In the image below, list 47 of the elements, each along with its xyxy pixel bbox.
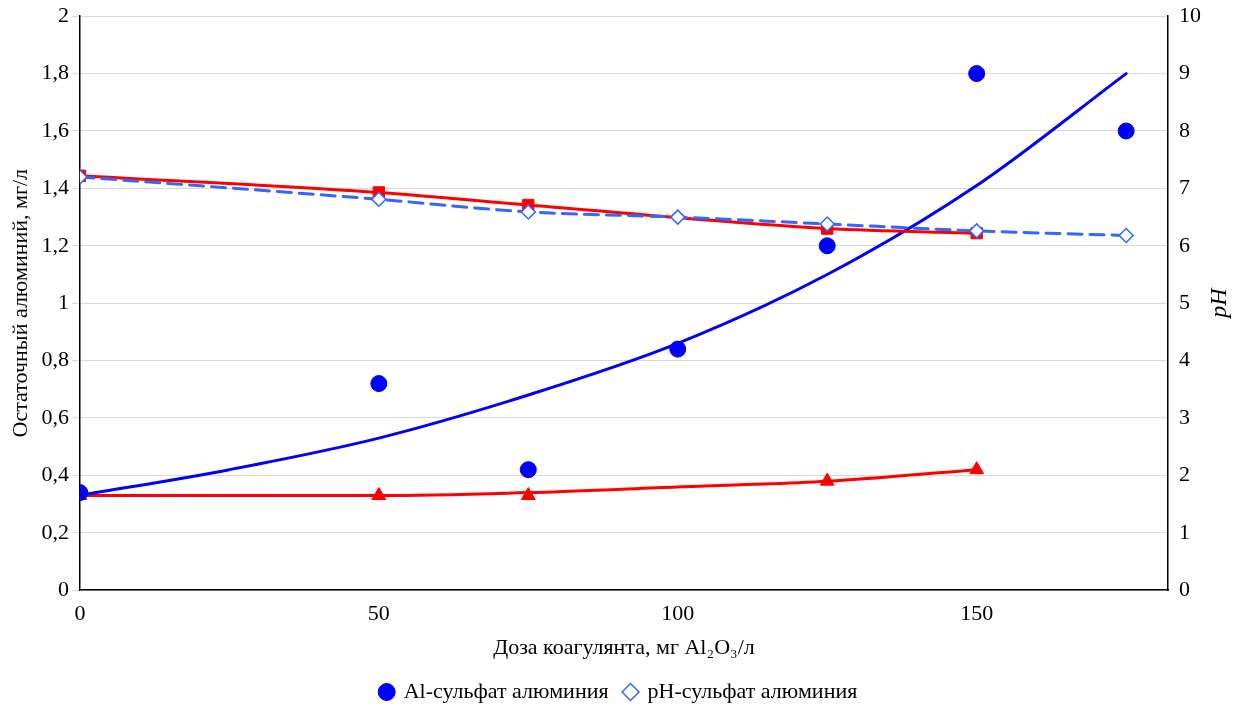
y2-tick-label: 2 [1179, 461, 1190, 487]
point [819, 216, 835, 232]
point [669, 340, 687, 358]
point [1118, 227, 1134, 244]
point [520, 486, 536, 500]
y2-tick-label: 0 [1179, 575, 1190, 601]
point [670, 209, 686, 225]
point [969, 461, 985, 475]
point [1117, 122, 1135, 140]
x-tick-label: 0 [74, 600, 86, 626]
x-tick-label: 150 [960, 600, 994, 626]
y-tick-label: 1,2 [41, 231, 69, 257]
point [370, 375, 388, 393]
y2-tick-label: 3 [1179, 403, 1190, 429]
point [968, 65, 986, 83]
x-tick-label: 50 [367, 600, 390, 626]
y2-tick-label: 9 [1179, 59, 1190, 85]
y2-tick-label: 1 [1179, 518, 1190, 544]
y-tick-label: 1,8 [41, 59, 69, 85]
point [968, 223, 985, 239]
y-tick-label: 1,4 [41, 174, 69, 200]
point [818, 237, 836, 255]
y-tick-label: 0,4 [41, 461, 69, 487]
point [819, 472, 835, 486]
y2-tick-label: 8 [1179, 116, 1190, 142]
y2-tick-label: 10 [1179, 1, 1201, 27]
point [519, 461, 537, 479]
y2-tick-label: 7 [1179, 174, 1190, 200]
y2-tick-label: 4 [1179, 346, 1190, 372]
y-tick-label: 0,2 [41, 518, 69, 544]
y-tick-label: 0,6 [41, 403, 69, 429]
y-axis-title: Остаточный алюминий, мг/л [6, 168, 32, 438]
y-tick-label: 1,6 [41, 116, 69, 142]
y-tick-label: 0 [57, 575, 69, 601]
x-axis-title: Доза коагулянта, мг Al₂O₃/л [493, 633, 755, 659]
x-tick-label: 100 [661, 600, 695, 626]
y-tick-label: 2 [57, 1, 69, 27]
y-tick-label: 0,8 [41, 346, 69, 372]
y2-tick-label: 5 [1179, 288, 1190, 314]
point [520, 204, 537, 220]
legend-label: Al-сульфат алюминия [403, 677, 609, 703]
y2-axis-title: pH [1205, 286, 1232, 320]
y2-tick-label: 6 [1179, 231, 1190, 257]
legend-label: pH-сульфат алюминия [647, 677, 858, 703]
y-tick-label: 1 [57, 288, 69, 314]
point [371, 486, 387, 500]
point [371, 191, 387, 208]
